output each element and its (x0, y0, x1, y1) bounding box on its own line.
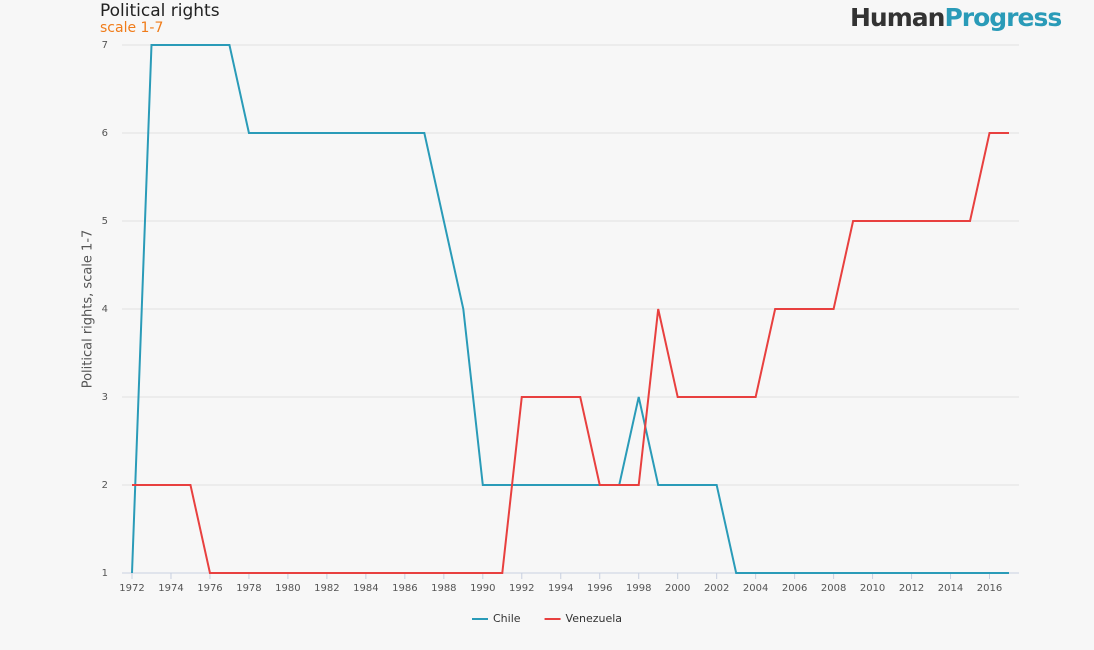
x-tick-label: 2004 (743, 583, 768, 594)
x-tick-label: 1986 (392, 583, 417, 594)
y-tick-label: 7 (102, 40, 108, 51)
x-tick-label: 1984 (353, 583, 378, 594)
x-tick-label: 1996 (587, 583, 612, 594)
y-tick-label: 2 (102, 480, 108, 491)
y-tick-label: 3 (102, 392, 108, 403)
x-tick-label: 1988 (431, 583, 456, 594)
x-tick-label: 2014 (938, 583, 963, 594)
y-axis-label: Political rights, scale 1-7 (81, 230, 96, 389)
x-tick-label: 1982 (314, 583, 339, 594)
x-tick-label: 1972 (119, 583, 144, 594)
chart-subtitle: scale 1-7 (100, 20, 163, 36)
chart-title: Political rights (100, 1, 220, 21)
logo-second: Progress (944, 3, 1061, 32)
x-tick-label: 1990 (470, 583, 495, 594)
x-tick-label: 2010 (860, 583, 885, 594)
x-tick-label: 1974 (158, 583, 183, 594)
logo-first: Human (850, 3, 944, 32)
x-tick-label: 1976 (197, 583, 222, 594)
y-tick-label: 4 (102, 304, 108, 315)
x-tick-label: 2016 (977, 583, 1002, 594)
x-tick-label: 1998 (626, 583, 651, 594)
legend-label: Venezuela (566, 612, 623, 625)
x-tick-label: 1978 (236, 583, 261, 594)
legend-label: Chile (493, 612, 521, 625)
line (131, 44, 1009, 574)
x-tick-label: 1980 (275, 583, 300, 594)
logo: HumanProgress (850, 3, 1061, 32)
y-tick-label: 5 (102, 216, 108, 227)
y-tick-label: 6 (102, 128, 108, 139)
x-tick-label: 2000 (665, 583, 690, 594)
x-tick-label: 2008 (821, 583, 846, 594)
x-tick-label: 2012 (899, 583, 924, 594)
x-tick-label: 1992 (509, 583, 534, 594)
x-tick-label: 2002 (704, 583, 729, 594)
line (132, 132, 1009, 574)
y-tick-label: 1 (102, 568, 108, 579)
x-tick-label: 1994 (548, 583, 573, 594)
x-tick-label: 2006 (782, 583, 807, 594)
